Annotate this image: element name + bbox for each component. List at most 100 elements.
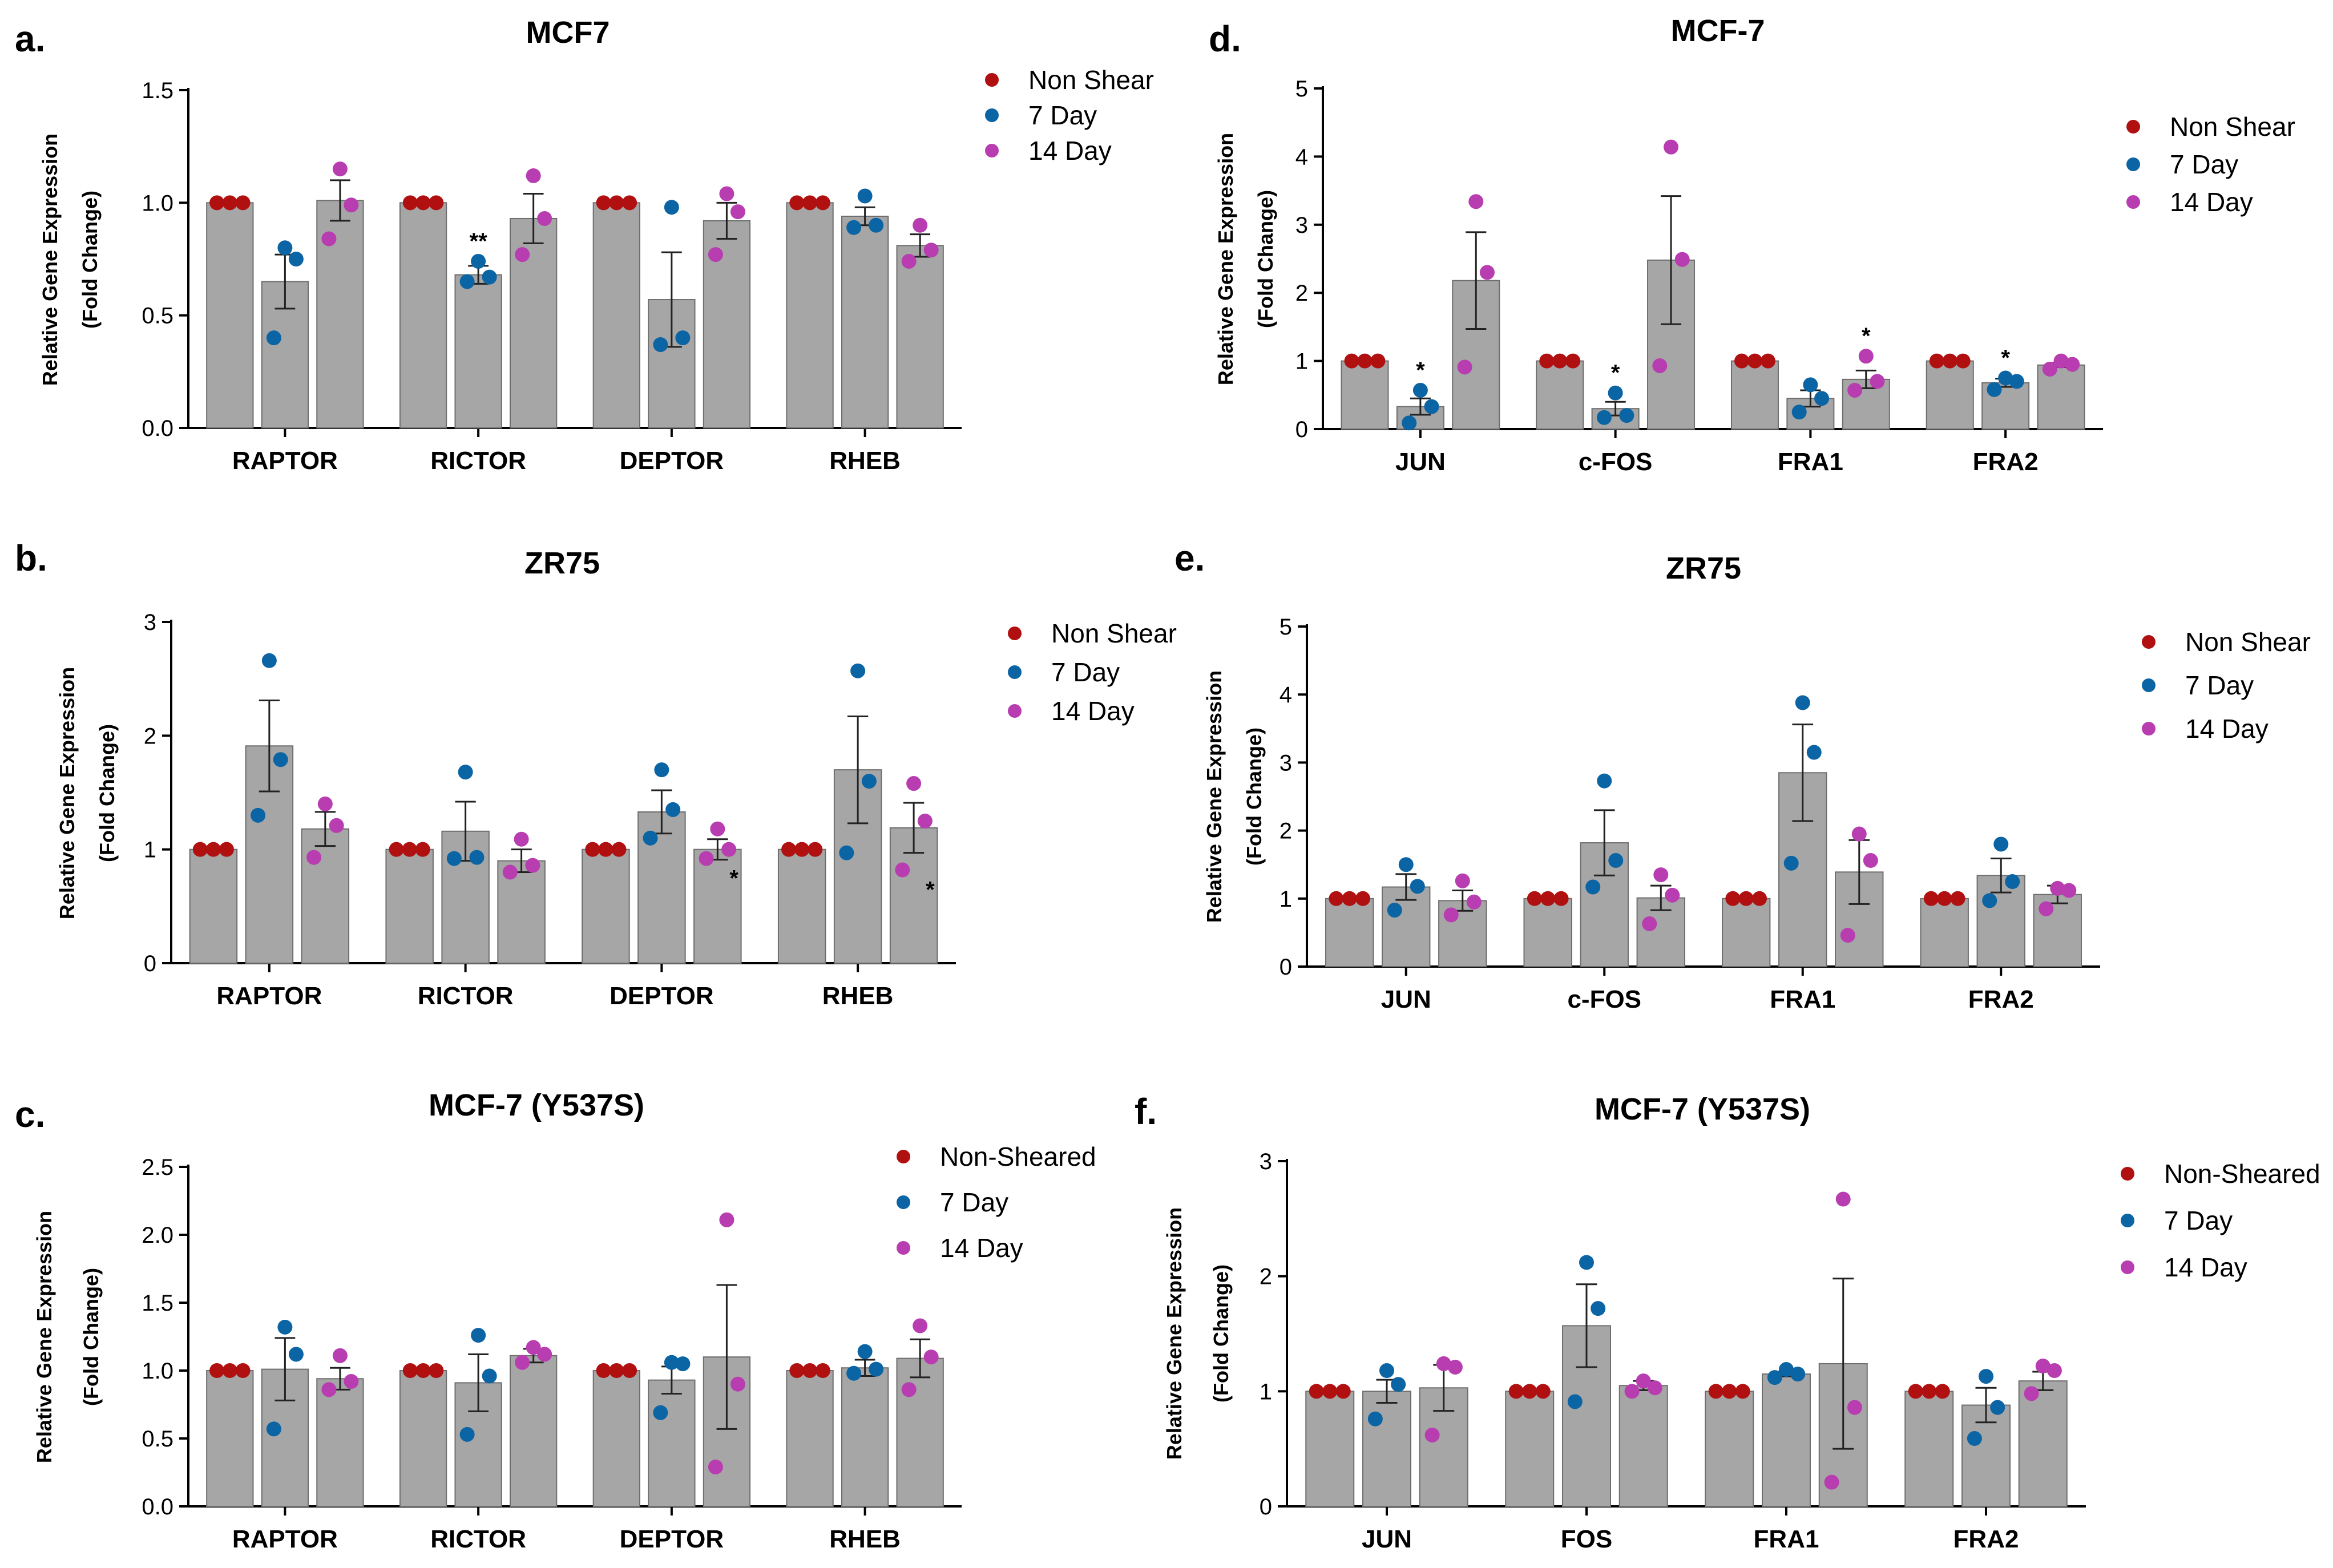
legend-label: 7 Day — [2164, 1206, 2233, 1235]
data-point-non-shear — [781, 842, 797, 857]
legend-marker-day7 — [897, 1195, 910, 1209]
data-point-day14 — [1652, 358, 1668, 373]
data-point-day7 — [1767, 1370, 1782, 1385]
panel-letter: f. — [1135, 1091, 1157, 1132]
y-tick-label: 1.5 — [142, 1291, 173, 1316]
x-category-label: JUN — [1362, 1525, 1412, 1553]
data-point-day7 — [1967, 1431, 1982, 1446]
data-point-day14 — [1624, 1384, 1640, 1399]
y-axis-label: Relative Gene Expression — [55, 667, 79, 919]
data-point-day7 — [653, 1405, 668, 1420]
data-point-non-shear — [802, 195, 818, 211]
data-point-non-shear — [598, 842, 613, 857]
data-point-day14 — [721, 842, 737, 857]
data-point-non-shear — [222, 1363, 237, 1378]
legend-label: 14 Day — [2164, 1252, 2247, 1282]
y-tick-label: 3 — [1295, 213, 1308, 238]
data-point-day7 — [1567, 1394, 1583, 1409]
data-point-day14 — [515, 1355, 530, 1370]
data-point-day14 — [913, 1318, 928, 1333]
panel-letter: a. — [15, 18, 45, 59]
data-point-day14 — [1642, 916, 1657, 931]
legend-marker-non-shear — [2126, 120, 2140, 134]
y-axis-label-line2: (Fold Change) — [1254, 190, 1277, 328]
x-category-label: RAPTOR — [232, 447, 338, 475]
x-category-label: FRA1 — [1778, 448, 1843, 476]
chart-panel-d: d. MCF-7 Relative Gene Expression (Fold Cha… — [1209, 14, 2295, 476]
data-point-day7 — [1990, 1400, 2005, 1415]
bar-non-shear — [1536, 360, 1584, 430]
y-tick-label: 0.0 — [142, 1494, 173, 1519]
data-point-day7 — [1579, 1255, 1594, 1270]
bar-non-shear — [582, 848, 630, 964]
data-point-day14 — [913, 217, 928, 233]
data-point-day7 — [1412, 382, 1428, 398]
data-point-non-shear — [415, 842, 430, 857]
data-point-non-shear — [1355, 891, 1371, 906]
legend-label: 7 Day — [2185, 670, 2254, 700]
data-point-day7 — [2009, 374, 2024, 389]
data-point-day7 — [288, 252, 304, 266]
x-category-label: RICTOR — [430, 447, 526, 475]
bar-non-shear — [1305, 1391, 1355, 1507]
data-point-day14 — [1468, 194, 1484, 209]
data-point-day7 — [251, 807, 266, 823]
data-point-day14 — [526, 168, 541, 183]
data-point-day14 — [708, 247, 723, 262]
y-tick-label: 3 — [1260, 1149, 1272, 1174]
y-axis-label-line2: (Fold Change) — [78, 191, 102, 329]
y-tick-label: 2 — [1279, 819, 1292, 844]
data-point-non-shear — [1725, 891, 1741, 906]
data-point-non-shear — [596, 195, 611, 211]
x-category-label: FRA2 — [1973, 448, 2039, 476]
data-point-day7 — [1608, 853, 1624, 868]
bar-day7 — [841, 216, 889, 429]
significance-marker: * — [1862, 324, 1871, 349]
x-category-label: JUN — [1381, 985, 1431, 1013]
y-tick-label: 2 — [144, 724, 156, 749]
data-point-non-shear — [1929, 353, 1944, 369]
data-point-day7 — [654, 762, 669, 778]
bar-non-shear — [385, 848, 434, 964]
data-point-day7 — [1998, 370, 2013, 386]
data-point-day14 — [901, 1382, 917, 1397]
data-point-non-shear — [1908, 1384, 1923, 1399]
data-point-day7 — [1803, 377, 1818, 393]
y-tick-label: 1.0 — [142, 1359, 173, 1384]
panel-letter: e. — [1174, 538, 1205, 579]
y-tick-label: 1 — [1260, 1379, 1272, 1404]
bar-non-shear — [1705, 1391, 1754, 1507]
legend-marker-day14 — [985, 144, 999, 157]
data-point-day7 — [261, 653, 277, 668]
legend-marker-day7 — [985, 108, 999, 122]
data-point-non-shear — [622, 195, 637, 211]
legend-label: Non Shear — [2185, 627, 2311, 657]
data-point-day14 — [1455, 873, 1470, 888]
data-point-non-shear — [1309, 1384, 1324, 1399]
data-point-day7 — [446, 851, 462, 866]
chart-panel-e: e. ZR75 Relative Gene Expression (Fold Chan… — [1174, 538, 2311, 1013]
data-point-day7 — [1790, 1367, 1806, 1382]
data-point-day14 — [1457, 359, 1472, 375]
data-point-day14 — [515, 247, 530, 262]
data-point-day14 — [1424, 1427, 1440, 1442]
data-point-day7 — [1795, 695, 1810, 710]
y-tick-label: 0.0 — [142, 416, 173, 441]
data-point-non-shear — [815, 195, 830, 211]
data-point-day14 — [344, 1374, 359, 1389]
data-point-day14 — [2053, 353, 2069, 369]
x-category-label: RICTOR — [430, 1525, 526, 1553]
data-point-non-shear — [1539, 353, 1555, 369]
data-point-non-shear — [794, 842, 810, 857]
data-point-non-shear — [1342, 891, 1357, 906]
y-tick-label: 1 — [144, 838, 156, 863]
x-category-label: DEPTOR — [620, 447, 724, 475]
bar-day14 — [316, 1378, 364, 1508]
data-point-day14 — [708, 1459, 723, 1474]
y-tick-label: 2.5 — [142, 1155, 173, 1180]
bar-day7 — [454, 274, 502, 429]
data-point-non-shear — [1540, 891, 1556, 906]
data-point-non-shear — [205, 842, 221, 857]
data-point-day14 — [1863, 853, 1878, 868]
